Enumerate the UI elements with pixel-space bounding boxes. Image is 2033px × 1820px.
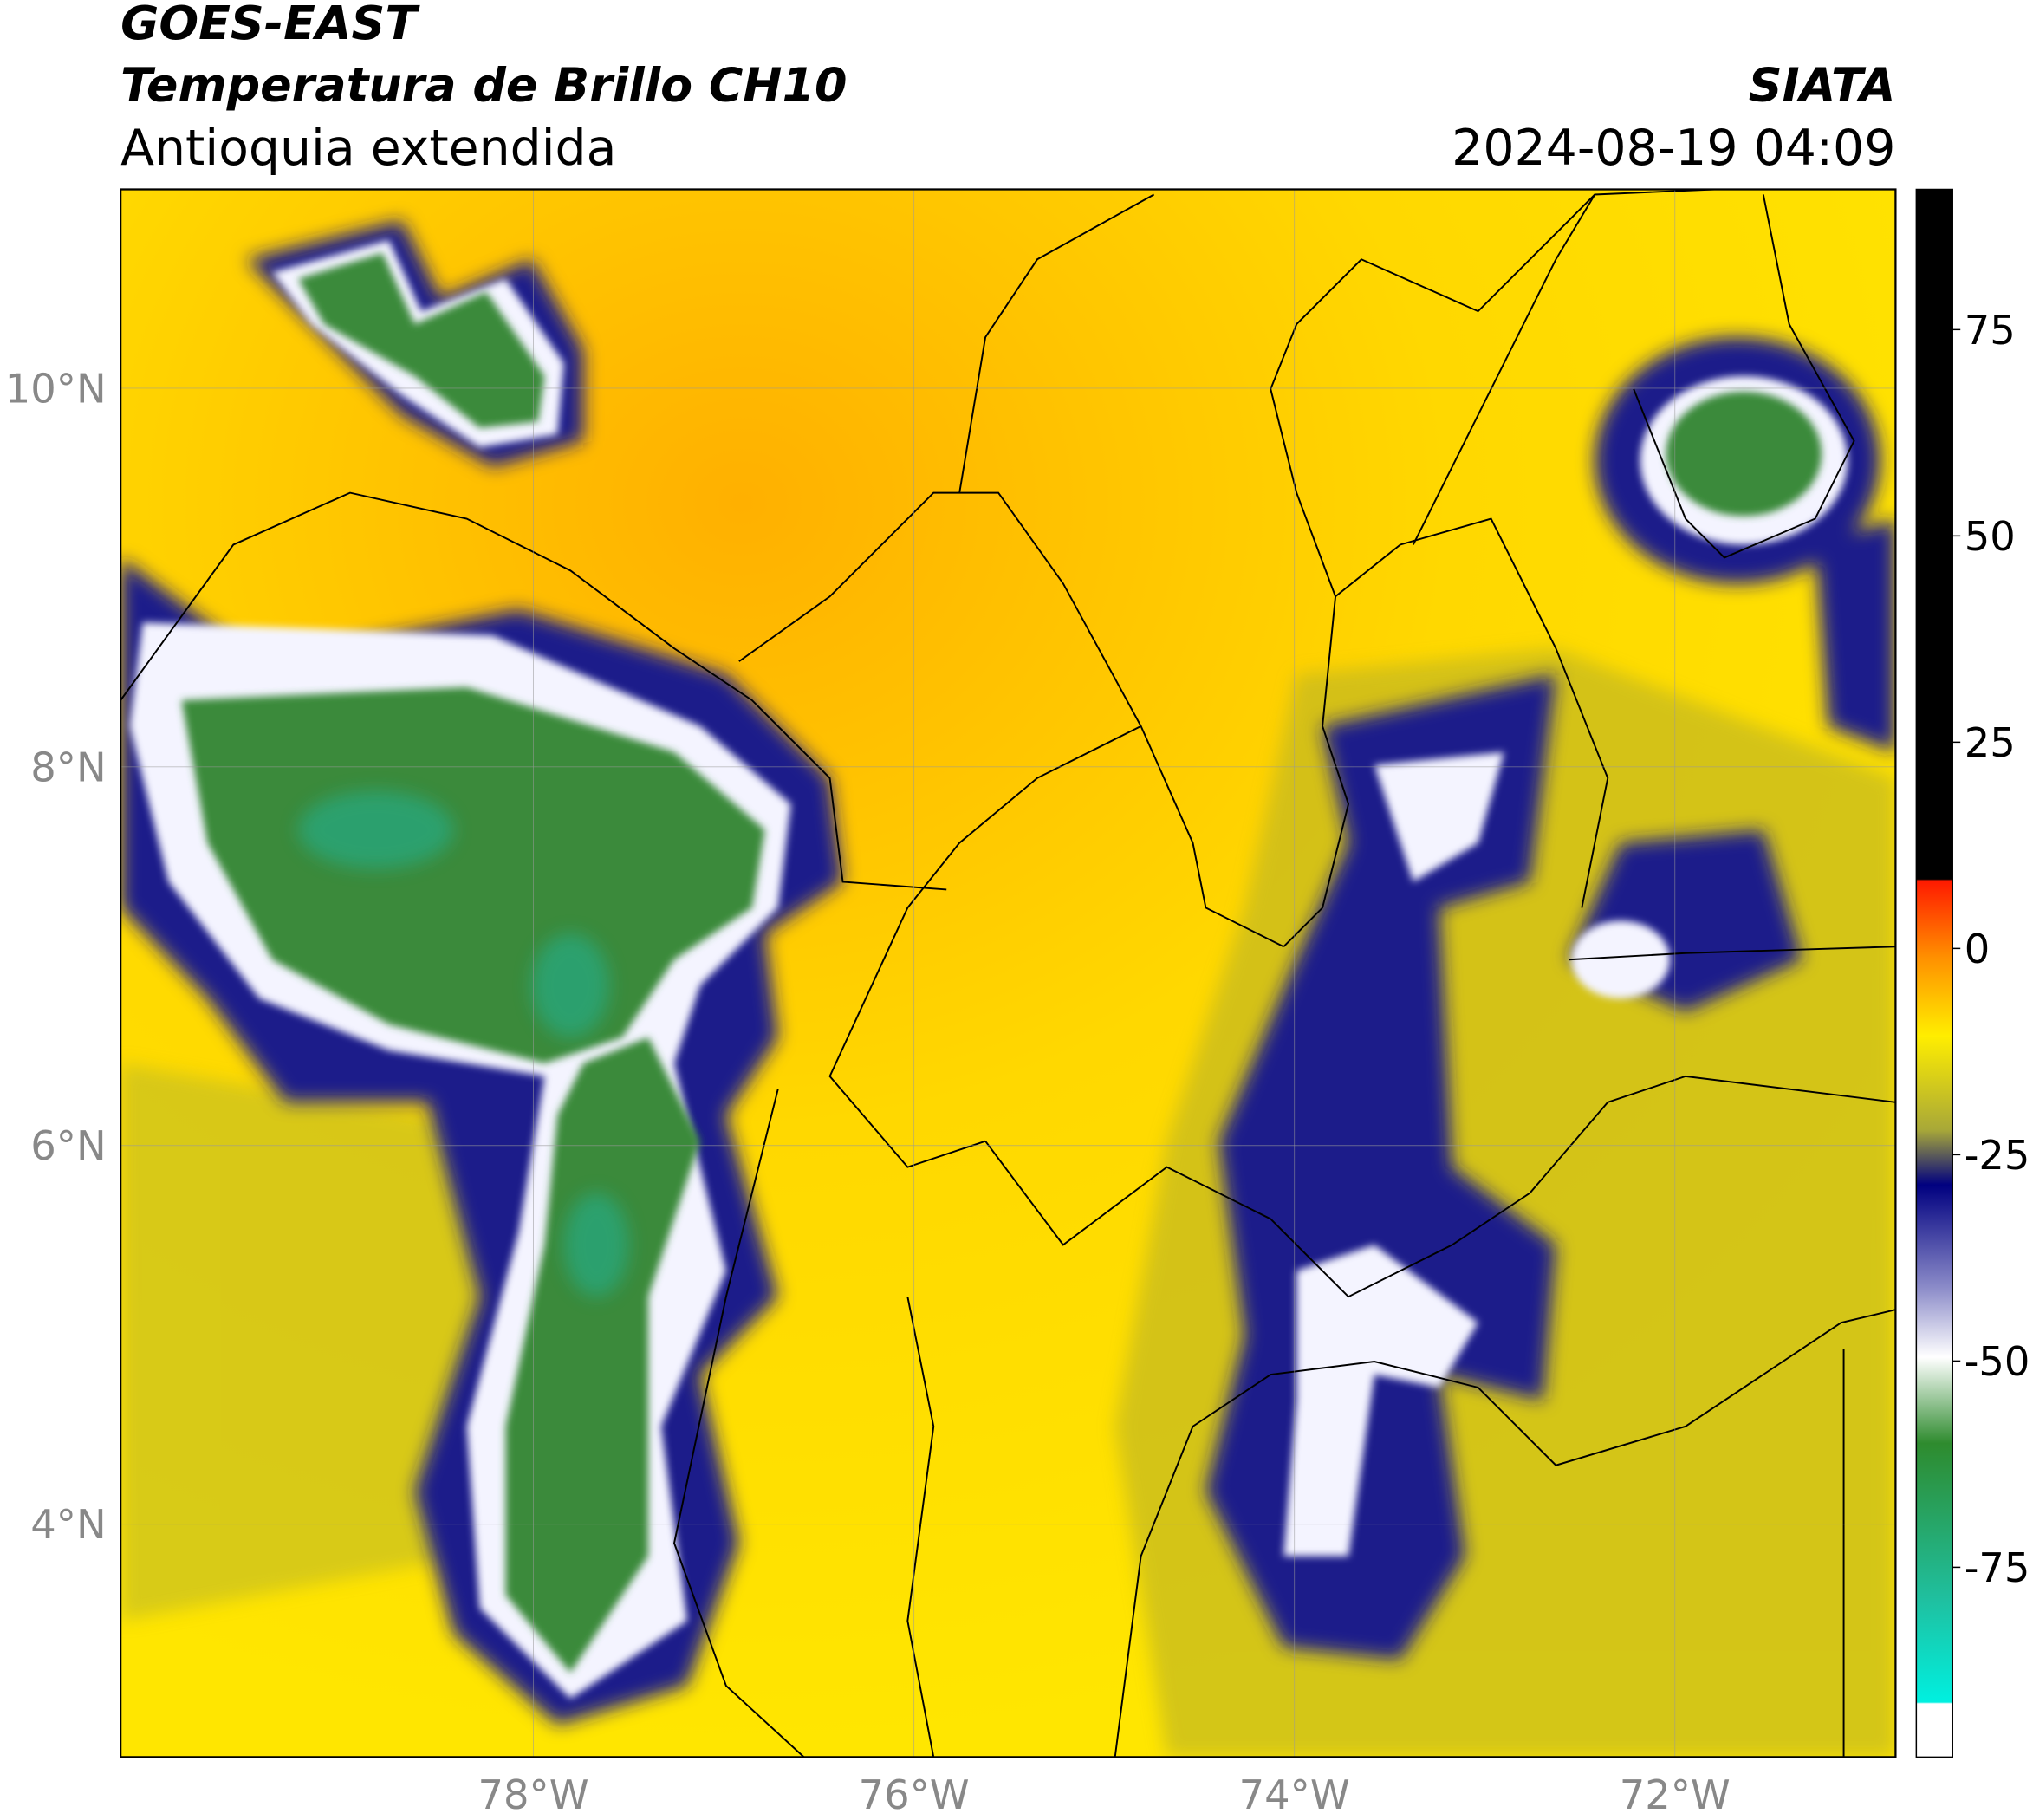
colorbar <box>1915 188 1953 1758</box>
datetime: 2024-08-19 04:09 <box>1452 120 1895 177</box>
colorbar-tick-label: 0 <box>1965 926 1991 972</box>
product: Temperatura de Brillo CH10 <box>120 58 847 113</box>
colorbar-tick-label: -25 <box>1965 1132 2030 1179</box>
map <box>120 189 1896 1758</box>
region: Antioquia extendida <box>120 120 616 177</box>
colorbar-tick-label: 50 <box>1965 513 2016 560</box>
lat-tick-label: 10°N <box>5 365 107 412</box>
colorbar-tick-label: -50 <box>1965 1338 2030 1385</box>
lat-tick-label: 4°N <box>30 1501 106 1548</box>
lon-tick-label: 78°W <box>478 1771 589 1818</box>
map-frame <box>120 188 1897 1758</box>
lat-tick-label: 8°N <box>30 744 106 790</box>
source: SIATA <box>1749 58 1896 113</box>
lon-tick-label: 76°W <box>859 1771 970 1818</box>
lat-tick-label: 6°N <box>30 1122 106 1169</box>
cold-clouds <box>120 220 1896 1725</box>
lon-tick-label: 72°W <box>1620 1771 1731 1818</box>
gridlines <box>120 189 1896 1758</box>
satellite: GOES-EAST <box>120 0 420 50</box>
ticks: 78°W 76°W 74°W 72°W 4°N 6°N 8°N 10°N -75 -50 -25 0 2… <box>5 307 2030 1818</box>
borders <box>120 189 1896 1758</box>
colorbar-tick-label: -75 <box>1965 1544 2030 1591</box>
colorbar-tick-label: 25 <box>1965 719 2016 766</box>
lon-tick-label: 74°W <box>1239 1771 1350 1818</box>
colorbar-tick-label: 75 <box>1965 307 2016 354</box>
